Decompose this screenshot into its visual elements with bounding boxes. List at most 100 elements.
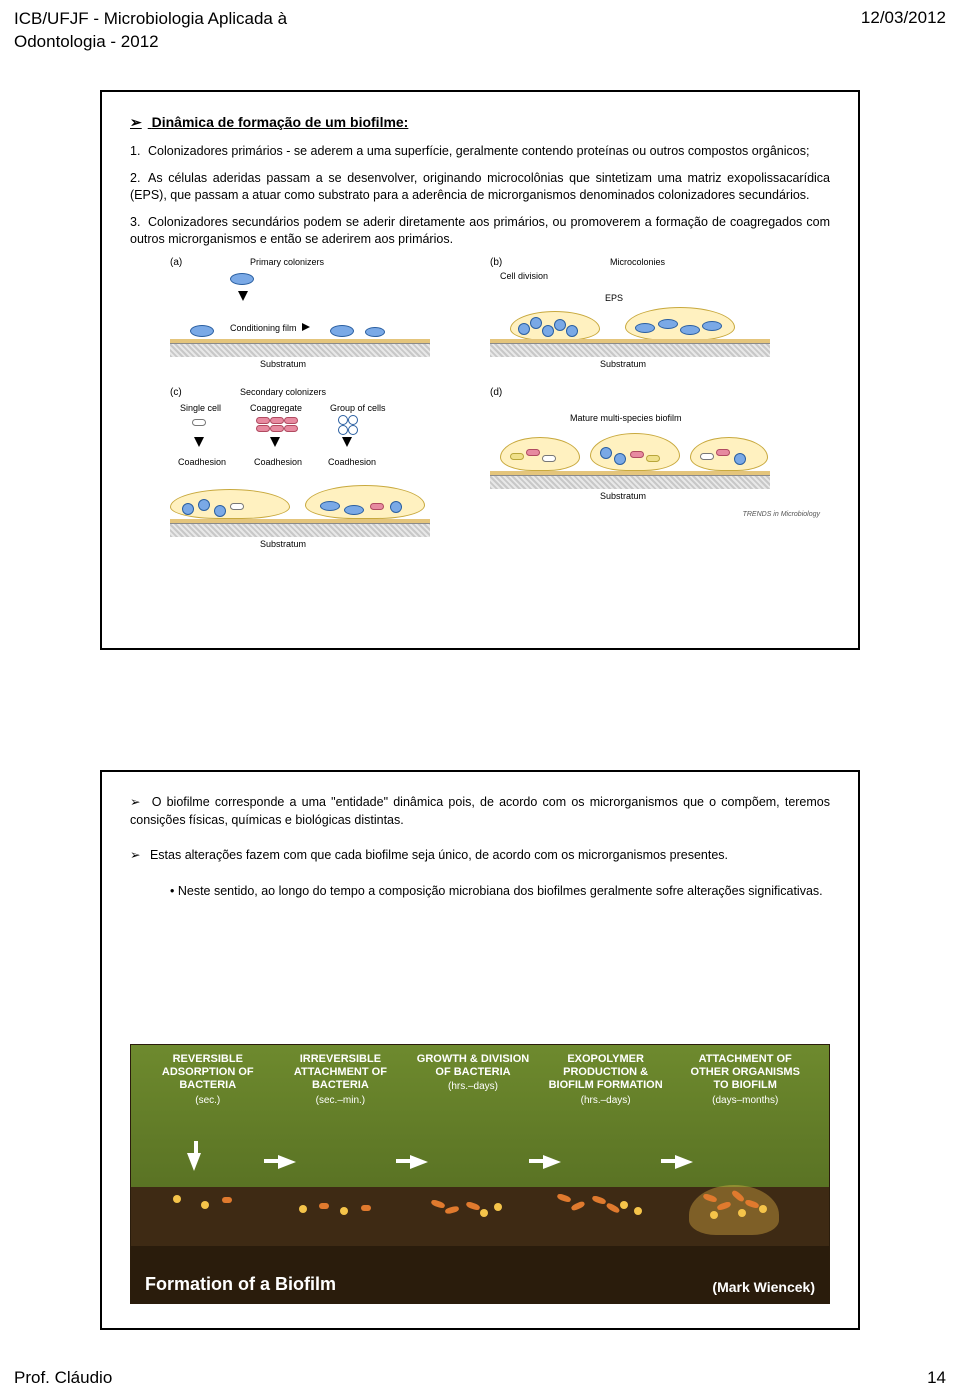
stage-4-title: EXOPOLYMER PRODUCTION & BIOFILM FORMATIO… (549, 1053, 663, 1091)
pill-icon (716, 449, 730, 456)
label-eps: EPS (605, 293, 623, 303)
pill-icon (230, 503, 244, 510)
slide2-p1: O biofilme corresponde a uma "entidade" … (130, 794, 830, 829)
bacteria-dot-icon (222, 1197, 232, 1203)
pill-icon (646, 455, 660, 462)
pill-icon (510, 453, 524, 460)
label-secondary: Secondary colonizers (240, 387, 326, 397)
slide2-p2: Estas alterações fazem com que cada biof… (130, 847, 830, 865)
pill-icon (542, 455, 556, 462)
arrow-down-icon (270, 437, 280, 447)
cell-icon (348, 425, 358, 435)
stage-2-sub: (sec.–min.) (278, 1095, 404, 1107)
bacteria-icon (605, 1202, 620, 1214)
page-header-left: ICB/UFJF - Microbiologia Aplicada à Odon… (14, 8, 287, 54)
pill-icon (284, 417, 298, 424)
slide1-item1: 1.Colonizadores primários - se aderem a … (130, 143, 830, 160)
label-primary: Primary colonizers (250, 257, 324, 267)
bacteria-dot-icon (299, 1205, 307, 1213)
figure-credit: (Mark Wiencek) (712, 1279, 815, 1295)
pill-icon (270, 417, 284, 424)
bacteria-dot-icon (634, 1207, 642, 1215)
item1-text: Colonizadores primários - se aderem a um… (148, 144, 809, 158)
arrow-right-icon (302, 323, 310, 331)
slide1-title: Dinâmica de formação de um biofilme: (130, 114, 830, 131)
label-celldiv: Cell division (500, 271, 548, 281)
arrow-right-icon (675, 1155, 693, 1169)
header-line1: ICB/UFJF - Microbiologia Aplicada à (14, 9, 287, 28)
bacteria-icon (570, 1200, 585, 1211)
stage-2: IRREVERSIBLE ATTACHMENT OF BACTERIA (sec… (278, 1053, 404, 1107)
arrow-right-icon (543, 1155, 561, 1169)
stage-3-sub: (hrs.–days) (410, 1081, 536, 1093)
bacteria-icon (465, 1201, 480, 1211)
pill-icon (526, 449, 540, 456)
slide2-p1-text: O biofilme corresponde a uma "entidade" … (130, 795, 830, 827)
cell-icon (365, 327, 385, 337)
stage-4: EXOPOLYMER PRODUCTION & BIOFILM FORMATIO… (543, 1053, 669, 1107)
substratum-c (170, 523, 430, 537)
bacteria-dot-icon (361, 1205, 371, 1211)
label-single: Single cell (180, 403, 221, 413)
substratum-b (490, 343, 770, 357)
arrow-down-icon (238, 291, 248, 301)
label-a: (a) (170, 257, 182, 268)
stage-3: GROWTH & DIVISION OF BACTERIA (hrs.–days… (410, 1053, 536, 1093)
stage-1-sub: (sec.) (145, 1095, 271, 1107)
cell-icon (338, 415, 348, 425)
item2-num: 2. (130, 170, 148, 187)
label-micro: Microcolonies (610, 257, 665, 267)
cell-icon (348, 415, 358, 425)
label-mature: Mature multi-species biofilm (570, 413, 682, 423)
cell-icon (338, 425, 348, 435)
stage-3-title: GROWTH & DIVISION OF BACTERIA (417, 1053, 529, 1078)
label-cond-film: Conditioning film (230, 323, 297, 333)
stage-4-sub: (hrs.–days) (543, 1095, 669, 1107)
label-coadh-2: Coadhesion (254, 457, 302, 467)
bacteria-dot-icon (494, 1203, 502, 1211)
substratum-label-b: Substratum (600, 359, 646, 369)
pill-icon (270, 425, 284, 432)
item2-text: As células aderidas passam a se desenvol… (130, 171, 830, 202)
label-d: (d) (490, 387, 502, 398)
substratum-label-d: Substratum (600, 491, 646, 501)
bacteria-icon (556, 1193, 571, 1203)
item1-num: 1. (130, 143, 148, 160)
figure-title: Formation of a Biofilm (145, 1274, 336, 1295)
stage-1-title: REVERSIBLE ADSORPTION OF BACTERIA (162, 1053, 254, 1091)
bacteria-dot-icon (201, 1201, 209, 1209)
trends-credit: TRENDS in Microbiology (743, 511, 820, 518)
bacteria-icon (431, 1199, 446, 1209)
page-footer-left: Prof. Cláudio (14, 1368, 112, 1388)
bacteria-dot-icon (319, 1203, 329, 1209)
label-c: (c) (170, 387, 182, 398)
page-header-right: 12/03/2012 (861, 8, 946, 28)
cell-icon (330, 325, 354, 337)
biofilm-formation-figure: REVERSIBLE ADSORPTION OF BACTERIA (sec.)… (130, 1044, 830, 1304)
slide2-p2-text: Estas alterações fazem com que cada biof… (150, 848, 728, 862)
stage-2-title: IRREVERSIBLE ATTACHMENT OF BACTERIA (294, 1053, 387, 1091)
slide1-item2: 2.As células aderidas passam a se desenv… (130, 170, 830, 204)
header-line2: Odontologia - 2012 (14, 32, 159, 51)
bacteria-dot-icon (173, 1195, 181, 1203)
biofilm-diagram: (a) Primary colonizers Conditioning film… (130, 257, 830, 607)
label-coadh-1: Coadhesion (178, 457, 226, 467)
bacteria-dot-icon (340, 1207, 348, 1215)
stage-1: REVERSIBLE ADSORPTION OF BACTERIA (sec.) (145, 1053, 271, 1107)
label-coagg: Coaggregate (250, 403, 302, 413)
bacteria-dot-icon (480, 1209, 488, 1217)
label-group: Group of cells (330, 403, 386, 413)
item3-text: Colonizadores secundários podem se aderi… (130, 215, 830, 246)
bacteria-icon (445, 1205, 460, 1214)
pill-icon (256, 417, 270, 424)
cell-icon (190, 325, 214, 337)
stage-5: ATTACHMENT OF OTHER ORGANISMS TO BIOFILM… (682, 1053, 808, 1107)
stage-5-title: ATTACHMENT OF OTHER ORGANISMS TO BIOFILM (691, 1053, 800, 1091)
slide-2: O biofilme corresponde a uma "entidade" … (100, 770, 860, 1330)
item3-num: 3. (130, 214, 148, 231)
bacteria-icon (591, 1195, 606, 1205)
slide2-sub: • Neste sentido, ao longo do tempo a com… (170, 883, 830, 901)
bacteria-dot-icon (620, 1201, 628, 1209)
pill-icon (192, 419, 206, 426)
label-b: (b) (490, 257, 502, 268)
